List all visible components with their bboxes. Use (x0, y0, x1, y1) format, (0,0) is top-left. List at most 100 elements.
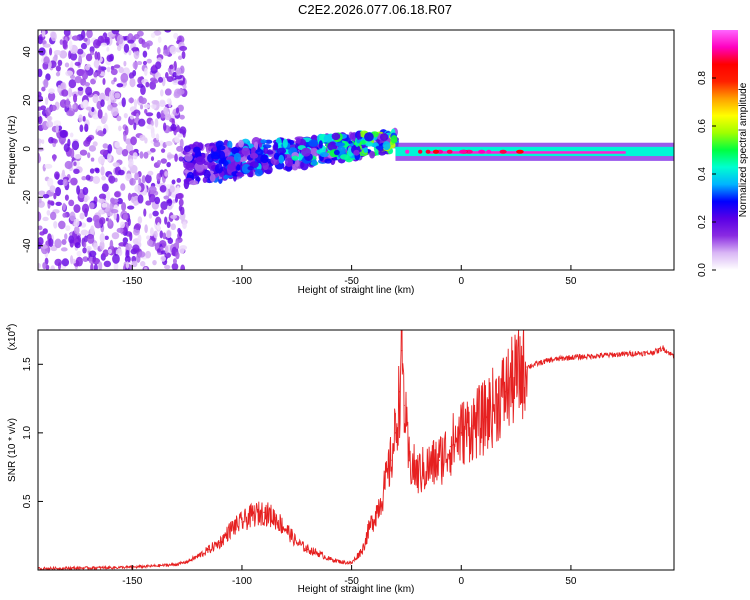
noise-blob (164, 264, 171, 270)
noise-blob (79, 149, 88, 156)
snr-data-point (399, 391, 401, 393)
chart-title: C2E2.2026.077.06.18.R07 (298, 2, 452, 17)
snr-data-point (408, 459, 410, 461)
spectrogram-frame (37, 29, 675, 271)
noise-blob (45, 107, 52, 116)
noise-blob (53, 138, 58, 144)
noise-blob (75, 256, 83, 267)
noise-blob (38, 36, 43, 45)
noise-blob (99, 240, 105, 251)
coherent-peak (446, 149, 453, 154)
band-blob (294, 159, 300, 167)
noise-blob (109, 239, 114, 250)
noise-blob (140, 261, 146, 267)
noise-blob (113, 77, 117, 82)
noise-blob (90, 225, 95, 236)
snr-data-point (307, 548, 309, 551)
noise-blob (102, 143, 109, 149)
snr-data-point (285, 528, 287, 530)
noise-blob (147, 170, 154, 176)
band-blob (301, 147, 311, 157)
noise-blob (87, 152, 91, 159)
noise-blob (99, 209, 104, 215)
noise-blob (114, 92, 121, 99)
noise-blob (54, 238, 62, 249)
snr-data-point (340, 561, 342, 563)
noise-blob (120, 72, 129, 83)
noise-blob (99, 71, 106, 77)
noise-blob (118, 125, 122, 132)
noise-blob (172, 258, 177, 265)
noise-blob (160, 148, 166, 153)
band-blob (262, 144, 272, 149)
noise-blob (138, 177, 142, 185)
noise-blob (105, 190, 111, 201)
noise-blob (145, 174, 152, 184)
noise-blob (53, 220, 58, 229)
noise-blob (76, 185, 81, 195)
noise-blob (173, 32, 179, 39)
noise-blob (170, 123, 177, 132)
noise-blob (123, 43, 130, 53)
spectrogram-x-tick-label: -100 (232, 276, 252, 287)
noise-blob (73, 161, 77, 167)
snr-data-point (658, 349, 660, 352)
noise-blob (38, 153, 41, 163)
noise-blob (140, 97, 147, 105)
noise-blob (99, 232, 106, 243)
snr-data-point (230, 528, 232, 530)
snr-data-point (592, 355, 594, 357)
noise-blob (42, 194, 50, 199)
colorbar-tick-label: 0.2 (697, 215, 708, 229)
noise-blob (98, 65, 102, 75)
band-blob (266, 150, 274, 155)
band-blob (323, 134, 333, 143)
noise-blob (62, 178, 68, 187)
noise-blob (182, 84, 187, 90)
noise-blob (145, 250, 152, 259)
noise-blob (169, 45, 177, 55)
noise-blob (105, 217, 109, 222)
snr-data-point (526, 366, 528, 368)
noise-blob (130, 136, 137, 146)
noise-blob (100, 42, 107, 47)
snr-data-point (471, 425, 473, 427)
noise-blob (68, 40, 73, 51)
noise-blob (110, 68, 118, 76)
noise-blob (128, 72, 135, 79)
noise-blob (178, 156, 184, 162)
noise-blob (106, 66, 111, 73)
noise-blob (150, 120, 154, 127)
noise-blob (165, 140, 173, 146)
band-blob (193, 146, 201, 153)
noise-blob (82, 247, 87, 254)
noise-blob (106, 46, 110, 52)
spectrogram-y-label: Frequency (Hz) (7, 116, 18, 185)
noise-blob (142, 60, 148, 66)
noise-blob (93, 59, 100, 69)
band-blob (241, 163, 251, 174)
noise-blob (64, 233, 68, 240)
noise-blob (129, 178, 136, 186)
noise-blob (133, 34, 140, 40)
band-blob (324, 158, 332, 164)
noise-blob (46, 115, 53, 122)
noise-blob (158, 76, 164, 83)
noise-blob (153, 30, 162, 36)
noise-blob (175, 107, 180, 114)
snr-x-label: Height of straight line (km) (298, 584, 415, 595)
noise-blob (171, 262, 179, 270)
spectrogram-x-tick-label: -50 (344, 276, 359, 287)
noise-blob (113, 262, 119, 270)
band-blob (278, 154, 285, 164)
colorbar-gradient (712, 30, 738, 270)
snr-y-label: SNR (10 * v/v) (7, 418, 18, 482)
noise-blob (155, 61, 162, 70)
noise-blob (101, 202, 108, 208)
noise-blob (38, 196, 42, 204)
snr-data-point (548, 359, 550, 361)
noise-blob (42, 216, 49, 222)
noise-blob (160, 255, 166, 262)
noise-blob (164, 113, 172, 121)
noise-blob (160, 209, 164, 215)
